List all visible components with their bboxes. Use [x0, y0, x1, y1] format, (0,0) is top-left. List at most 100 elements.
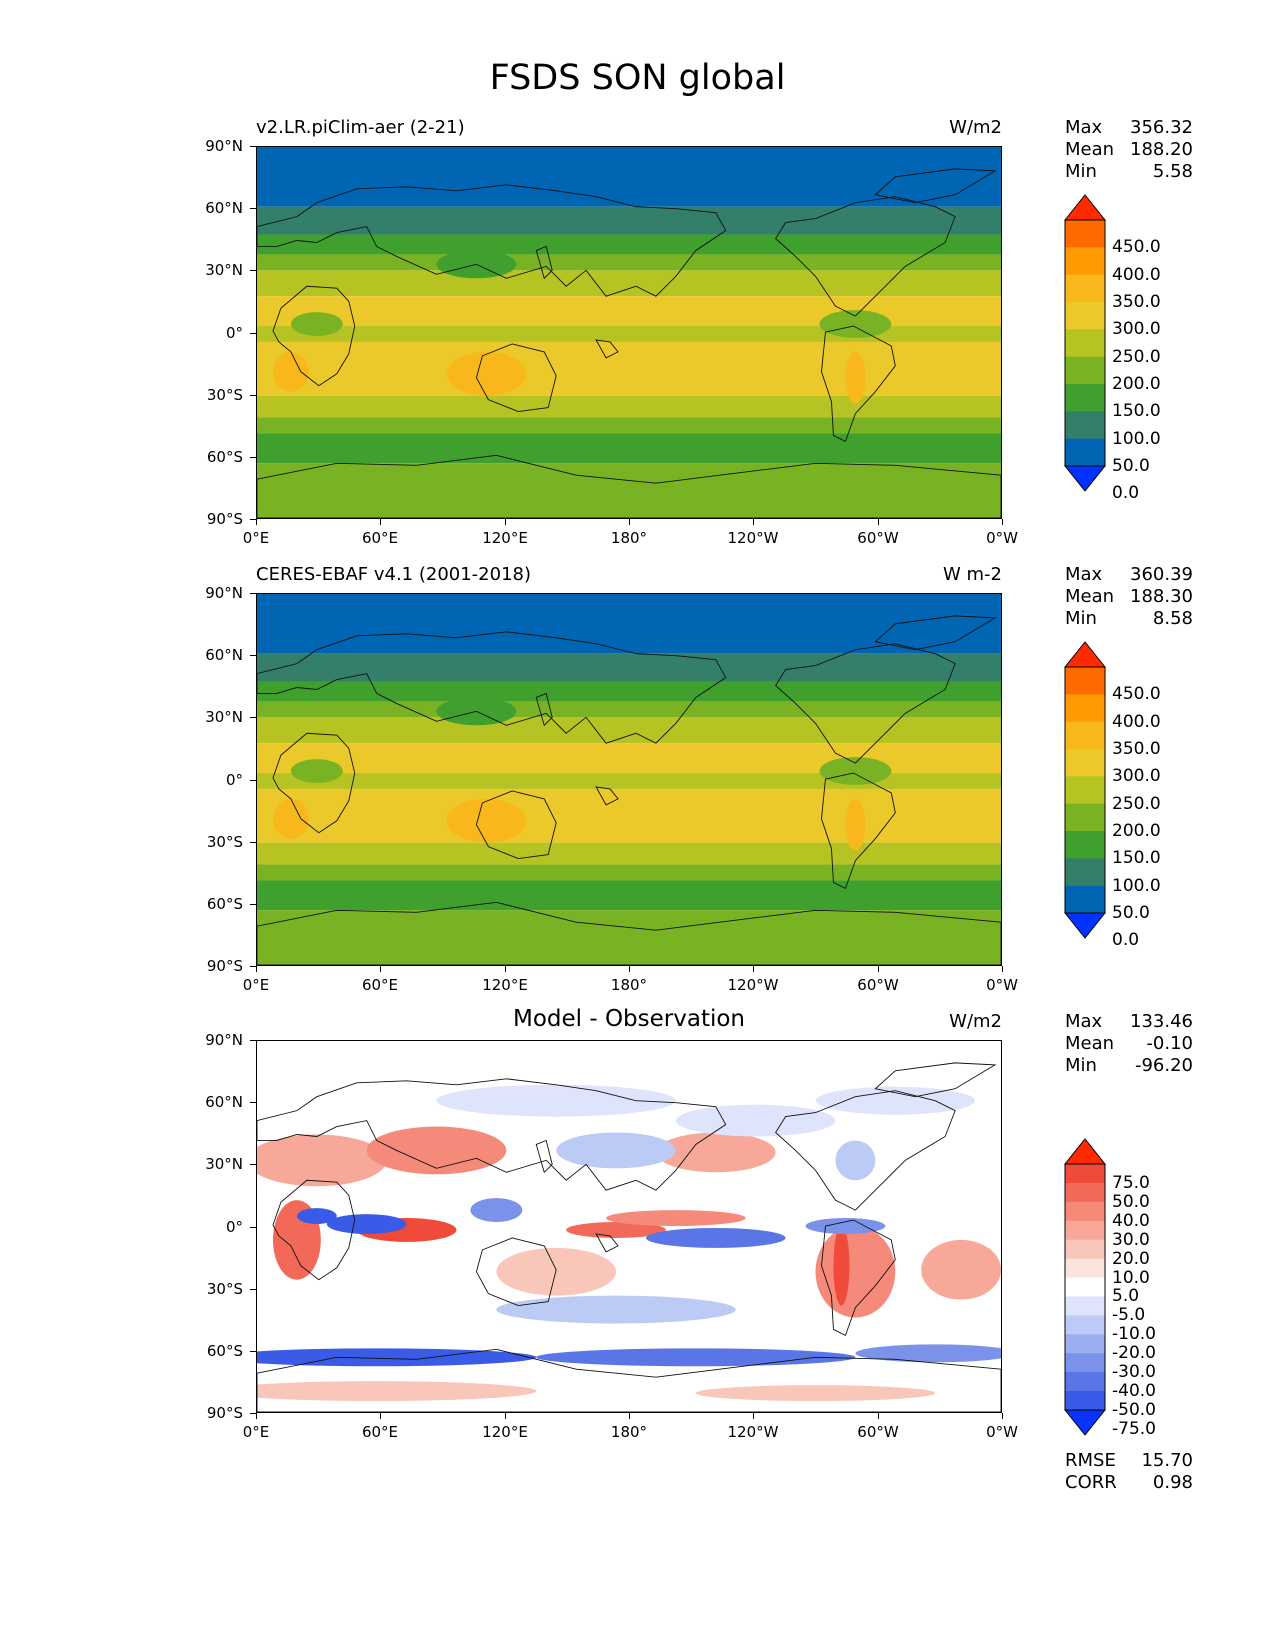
summary-stats: Max 360.39 Mean 188.30 Min 8.58 [1065, 564, 1193, 630]
coastline-path [874, 615, 997, 651]
coastline-path [595, 1233, 619, 1253]
diff-anomaly-region [675, 1104, 836, 1137]
colorbar [1063, 1138, 1107, 1436]
panel-title: Model - Observation [512, 1006, 746, 1032]
stat-label: Max [1065, 1011, 1103, 1032]
colorbar-tick-label: -40.0 [1112, 1381, 1156, 1402]
diff-anomaly-region [695, 1385, 936, 1402]
stat-row: Min 8.58 [1065, 608, 1193, 630]
map-svg [257, 147, 1001, 518]
longitude-tick-label: 180° [610, 1423, 648, 1441]
longitude-tick-label: 0°W [986, 976, 1018, 994]
longitude-tick-label: 0°E [242, 529, 270, 547]
longitude-tick-label: 120°E [482, 1423, 528, 1441]
colorbar-extend-min [1063, 1409, 1107, 1436]
field-band [257, 773, 1001, 789]
diff-anomaly-region [326, 1214, 407, 1234]
colorbar-segment [1065, 411, 1105, 440]
colorbar-segment [1065, 384, 1105, 412]
stat-row: Min 5.58 [1065, 161, 1193, 183]
summary-stats: Max 356.32 Mean 188.20 Min 5.58 [1065, 117, 1193, 183]
stat-value: -0.10 [1146, 1033, 1193, 1054]
stat-value: 5.58 [1152, 161, 1193, 182]
stat-row: CORR 0.98 [1065, 1472, 1193, 1494]
coastlines [257, 1062, 1001, 1412]
longitude-tick-label: 180° [610, 529, 648, 547]
latitude-tick [250, 457, 256, 458]
colorbar-tick-label: 400.0 [1112, 264, 1161, 285]
colorbar-tick-label: 100.0 [1112, 875, 1161, 896]
longitude-tick-label: 0°E [242, 1423, 270, 1441]
longitude-tick [505, 966, 506, 972]
diff-anomaly-region [833, 1226, 850, 1306]
longitude-tick-label: 60°E [361, 976, 399, 994]
longitude-tick [878, 966, 879, 972]
longitude-tick [629, 966, 630, 972]
colorbar-segment [1065, 749, 1105, 777]
field-band [257, 270, 1001, 297]
stat-row: Mean 188.20 [1065, 139, 1193, 161]
panel-title: v2.LR.piClim-aer (2-21) [256, 117, 465, 138]
colorbar-segment [1065, 220, 1105, 248]
field-band [257, 842, 1001, 865]
diff-anomaly-region [556, 1132, 676, 1169]
diff-anomaly-region [815, 1086, 976, 1115]
coastline-path [535, 692, 553, 727]
latitude-tick [250, 1102, 256, 1103]
stat-value: 188.20 [1130, 139, 1193, 160]
coastline-path [257, 454, 1001, 518]
longitude-tick [629, 1413, 630, 1419]
stat-label: Max [1065, 564, 1103, 585]
coastline-path [535, 1139, 553, 1174]
longitude-tick-label: 180° [610, 976, 648, 994]
colorbar-segment [1065, 1296, 1105, 1316]
latitude-tick-label: 90°S [206, 957, 243, 975]
stat-row: Max 360.39 [1065, 564, 1193, 586]
colorbar-segment [1065, 694, 1105, 723]
field-minimum-region [819, 757, 892, 785]
latitude-tick-label: 60°N [205, 1093, 243, 1111]
longitude-tick [256, 966, 257, 972]
longitude-tick-label: 120°W [727, 1423, 779, 1441]
latitude-tick-label: 60°S [206, 448, 243, 466]
longitude-tick-label: 60°W [857, 976, 899, 994]
latitude-tick [250, 904, 256, 905]
map-plot-area [256, 146, 1002, 519]
colorbar-tick-label: -30.0 [1112, 1362, 1156, 1383]
coastline-path [475, 1237, 557, 1307]
field-minimum-region [290, 759, 343, 783]
stat-label: RMSE [1065, 1450, 1116, 1471]
colorbar-segment [1065, 302, 1105, 330]
coastline-path [272, 1179, 356, 1281]
stat-row: Max 133.46 [1065, 1011, 1193, 1033]
colorbar-extend-max [1063, 1138, 1107, 1165]
colorbar-tick-label: 10.0 [1112, 1267, 1150, 1288]
map-field [257, 147, 1001, 518]
coastline-path [475, 343, 557, 413]
colorbar-tick-label: 450.0 [1112, 237, 1161, 258]
stat-value: -96.20 [1134, 1055, 1193, 1076]
field-band [257, 206, 1001, 235]
diff-anomaly-region [366, 1126, 507, 1175]
colorbar-tick-label: 350.0 [1112, 292, 1161, 312]
stat-value: 133.46 [1130, 1011, 1193, 1032]
longitude-tick-label: 60°E [361, 1423, 399, 1441]
field-maximum-region [416, 743, 497, 764]
latitude-tick [250, 332, 256, 334]
map-field [257, 1041, 1001, 1412]
longitude-tick [1002, 1413, 1003, 1419]
field-band [257, 681, 1001, 702]
colorbar-tick-label: 100.0 [1112, 428, 1161, 449]
colorbar-tick-label: 200.0 [1112, 374, 1161, 394]
colorbar-segment [1065, 1372, 1105, 1392]
latitude-tick-label: 60°N [205, 199, 243, 217]
field-band [257, 864, 1001, 881]
map-plot-area [256, 593, 1002, 966]
colorbar-svg [1063, 1138, 1107, 1436]
field-band [257, 341, 1001, 396]
field-maximum-region [272, 798, 309, 839]
diff-anomaly-region [496, 1247, 617, 1296]
diff-anomaly-region [805, 1218, 886, 1234]
colorbar-segment [1065, 1182, 1105, 1203]
latitude-tick-label: 60°S [206, 1342, 243, 1360]
